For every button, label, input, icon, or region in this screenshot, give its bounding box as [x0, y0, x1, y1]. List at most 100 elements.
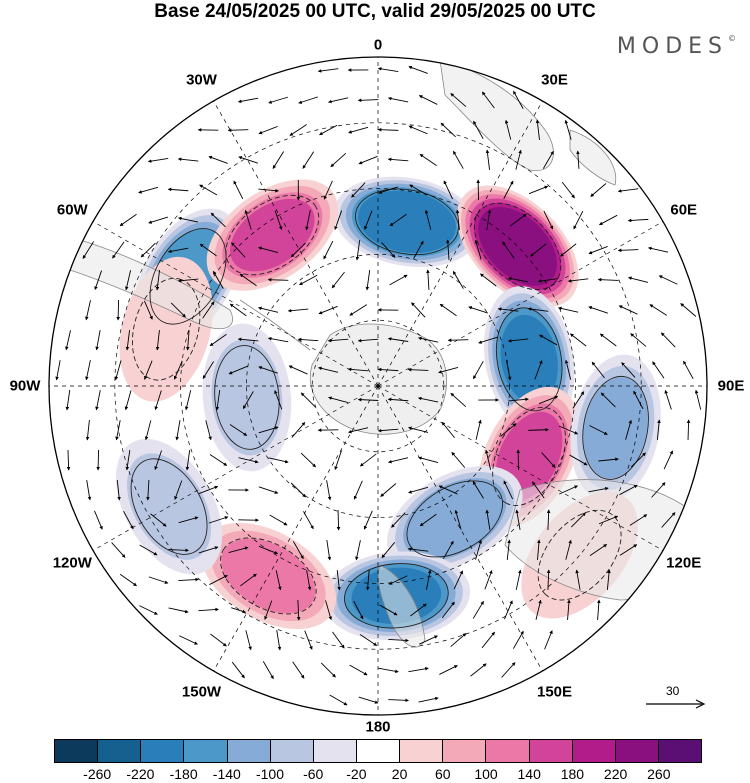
colorbar-tick-label: -100: [255, 766, 285, 782]
wind-arrow: [439, 303, 457, 317]
wind-arrow: [558, 425, 579, 435]
wind-arrow: [348, 126, 369, 134]
wind-arrow: [377, 67, 399, 73]
wind-arrow: [272, 151, 285, 169]
wind-arrow: [446, 239, 450, 261]
longitude-label: 150W: [181, 683, 222, 701]
wind-arrow: [450, 93, 467, 107]
wind-arrow: [617, 188, 639, 193]
wind-arrow: [208, 516, 229, 524]
wind-arrow: [535, 599, 542, 620]
wind-arrow: [389, 274, 408, 286]
wind-arrow: [484, 570, 493, 590]
wind-arrow: [229, 303, 247, 317]
contour: [582, 375, 649, 480]
wind-arrow: [327, 97, 349, 104]
graticule: [49, 57, 707, 715]
wind-arrow: [417, 336, 439, 343]
wind-arrow: [228, 546, 249, 554]
wind-arrow: [439, 665, 458, 675]
colorbar-swatch: [270, 740, 314, 762]
wind-arrow: [291, 421, 306, 438]
wind-arrow: [258, 246, 279, 253]
wind-arrow: [472, 480, 484, 499]
wind-arrow: [300, 392, 316, 408]
wind-arrow: [618, 305, 638, 315]
wind-arrow: [619, 484, 638, 496]
wind-arrow: [267, 277, 289, 282]
wind-arrow: [411, 302, 426, 318]
colorbar-tick-label: 100: [474, 766, 498, 782]
south-pole-marker: +: [375, 382, 381, 393]
wind-arrow: [378, 186, 398, 194]
contour: [492, 406, 566, 506]
wind-arrow: [358, 696, 379, 704]
wind-arrow: [95, 330, 101, 351]
wind-arrow: [546, 569, 551, 591]
wind-arrow: [238, 457, 259, 464]
wind-arrow: [323, 240, 334, 260]
anomaly-level: [364, 194, 450, 250]
wind-arrow: [292, 541, 304, 560]
wind-arrow: [237, 97, 259, 104]
wind-arrow: [119, 213, 137, 227]
wind-arrow: [154, 390, 162, 411]
wind-arrow: [209, 575, 228, 585]
wind-arrow: [198, 485, 219, 494]
wind-arrow: [167, 187, 189, 192]
anomaly-center-0: [333, 176, 481, 268]
wind-arrow: [408, 426, 429, 433]
wind-arrow: [541, 452, 556, 468]
wind-arrow: [85, 360, 91, 381]
wind-arrow: [210, 212, 226, 228]
wind-arrow: [438, 366, 459, 374]
wind-arrow: [686, 419, 691, 441]
colorbar-swatch: [572, 740, 616, 762]
wind-arrow: [138, 186, 159, 194]
colorbar-tick-label: 20: [391, 766, 408, 782]
wind-arrow: [355, 240, 361, 261]
wind-arrow: [329, 694, 348, 706]
wind-arrow: [649, 304, 668, 316]
wind-arrow: [240, 573, 257, 587]
colorbar-tick-label: 220: [603, 766, 628, 782]
colorbar-swatch: [141, 740, 185, 762]
wind-arrow: [268, 96, 289, 104]
wind-arrow: [198, 607, 219, 612]
wind-arrow: [534, 360, 543, 380]
wind-arrow: [387, 157, 409, 162]
colorbar-swatch: [227, 740, 271, 762]
wind-arrow: [65, 390, 71, 411]
wind-arrow: [600, 392, 616, 408]
wind-arrow: [359, 453, 377, 467]
longitude-label: 90E: [717, 377, 745, 395]
wind-arrow: [617, 248, 639, 253]
wind-arrow: [199, 184, 218, 196]
wind-arrow: [175, 420, 181, 441]
wind-arrow: [147, 158, 169, 163]
wind-arrow: [660, 332, 676, 348]
wind-arrow: [303, 511, 314, 530]
wind-arrow: [353, 480, 363, 500]
wind-arrow: [318, 366, 339, 373]
wind-arrow: [326, 540, 332, 561]
colorbar-swatch: [55, 740, 99, 762]
wind-arrow: [597, 277, 619, 282]
africa-outline: [439, 59, 554, 172]
meridian-line: [213, 100, 379, 387]
wind-arrow: [443, 540, 454, 559]
wind-arrow: [85, 420, 90, 441]
colorbar-swatch: [98, 740, 142, 762]
wind-arrow: [510, 213, 527, 227]
wind-arrow: [349, 304, 368, 316]
wind-arrow: [504, 600, 513, 620]
wind-arrow: [664, 389, 672, 410]
wind-arrow: [377, 367, 399, 372]
anomaly-level: [583, 377, 648, 479]
wind-arrow: [96, 449, 100, 471]
wind-arrow: [588, 245, 608, 255]
wind-arrow: [443, 180, 453, 200]
wind-arrow: [424, 209, 432, 230]
wind-arrow: [112, 241, 125, 259]
